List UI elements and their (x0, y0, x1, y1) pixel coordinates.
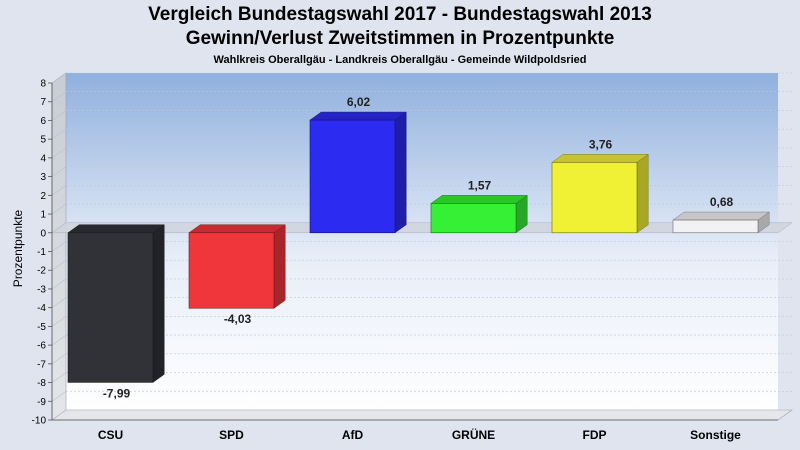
bar-top (188, 224, 286, 234)
y-tick-label: 5 (40, 135, 46, 146)
plot-floor (51, 409, 793, 421)
x-tick-label-csu: CSU (98, 428, 123, 442)
bar-front (551, 162, 638, 234)
bar-sonstige (672, 211, 770, 234)
y-axis-label: Prozentpunkte (11, 209, 25, 287)
x-tick-label-spd: SPD (219, 428, 244, 442)
data-label-grüne: 1,57 (468, 178, 492, 192)
y-tick-label: -3 (37, 284, 46, 295)
grid-line-side (51, 203, 67, 215)
bar-csu (67, 224, 165, 383)
bar-top (309, 111, 407, 121)
bar-fdp (551, 153, 649, 234)
chart-title: Vergleich Bundestagswahl 2017 - Bundesta… (148, 4, 652, 25)
bar-top (430, 195, 528, 204)
y-tick-label: 1 (40, 210, 46, 221)
y-tick-label: -4 (37, 303, 46, 314)
y-tick-label: -6 (37, 341, 46, 352)
grid-line-side (51, 72, 67, 84)
bar-side (394, 111, 407, 234)
bar-top (551, 154, 649, 163)
bar-spd (188, 224, 286, 309)
bar-front (67, 232, 154, 383)
data-label-csu: -7,99 (103, 386, 131, 400)
y-tick-label: -1 (37, 247, 46, 258)
grid-line-side (51, 110, 67, 121)
y-tick-label: 3 (40, 172, 46, 183)
grid-line-side (51, 259, 67, 271)
data-label-spd: -4,03 (224, 312, 252, 326)
bar-afd (309, 111, 407, 234)
grid-line-side (51, 372, 67, 383)
y-tick-label: -10 (32, 416, 47, 427)
y-tick-label: 7 (40, 97, 46, 108)
x-tick-label-afd: AfD (342, 428, 364, 442)
grid-line-side (51, 278, 67, 290)
y-tick-label: -2 (37, 266, 46, 277)
chart-title-2: Gewinn/Verlust Zweitstimmen in Prozentpu… (185, 28, 615, 49)
grid-line-side (51, 316, 67, 327)
grid-line-side (51, 185, 67, 196)
x-tick-label-grüne: GRÜNE (452, 427, 495, 442)
grid-line-side (51, 241, 67, 252)
bar-front (430, 203, 517, 234)
bar-front (188, 232, 275, 309)
y-tick-label: -7 (37, 359, 46, 370)
bar-front (672, 219, 759, 234)
grid-line-side (51, 334, 67, 346)
bar-side (152, 224, 165, 383)
data-label-afd: 6,02 (347, 95, 371, 109)
data-label-fdp: 3,76 (589, 137, 613, 151)
x-tick-label-sonstige: Sonstige (690, 428, 741, 442)
bar-top (67, 224, 165, 234)
y-tick-label: -8 (37, 378, 46, 389)
grid-line-side (51, 391, 67, 402)
grid-line-side (51, 166, 67, 177)
bar-side (273, 224, 286, 309)
grid-line-side (51, 409, 67, 421)
chart-subtitle: Wahlkreis Oberallgäu - Landkreis Oberall… (213, 54, 587, 66)
y-tick-label: 2 (40, 191, 46, 202)
y-tick-label: 6 (40, 116, 46, 127)
x-tick-label-fdp: FDP (583, 428, 607, 442)
grid-line-side (51, 353, 67, 365)
y-tick-label: 4 (40, 153, 46, 164)
bar-front (309, 119, 396, 234)
grid-line-side (51, 91, 67, 102)
y-tick-label: -5 (37, 322, 46, 333)
bar-grüne (430, 194, 528, 234)
y-tick-label: 0 (40, 228, 46, 239)
y-tick-label: 8 (40, 79, 46, 90)
grid-line-side (51, 147, 67, 159)
grid-line-side (51, 297, 67, 308)
y-tick-label: -9 (37, 397, 46, 408)
bar-top (672, 211, 770, 221)
bar-side (636, 153, 649, 234)
data-label-sonstige: 0,68 (710, 195, 734, 209)
grid-line-side (51, 128, 67, 140)
